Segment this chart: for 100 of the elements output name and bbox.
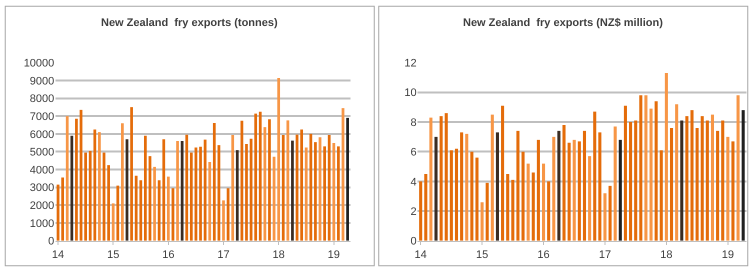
- bar: [218, 145, 220, 241]
- bar: [318, 137, 322, 241]
- y-tick-label: 2: [410, 206, 417, 218]
- bar: [690, 110, 694, 241]
- x-tick-label: 17: [217, 249, 230, 261]
- bar: [710, 114, 714, 241]
- bar: [70, 136, 74, 241]
- bar: [542, 164, 546, 241]
- y-tick-label: 6: [410, 146, 417, 159]
- bar: [736, 95, 740, 241]
- bar: [578, 141, 581, 241]
- bar: [88, 150, 92, 241]
- bar: [314, 142, 317, 241]
- bar: [716, 130, 720, 241]
- x-tick-label: 19: [722, 249, 734, 261]
- bar: [429, 118, 432, 241]
- y-tick-label: 7000: [30, 110, 54, 123]
- bar: [501, 106, 504, 241]
- bar: [706, 120, 709, 241]
- bar: [424, 174, 428, 241]
- bar: [236, 150, 239, 241]
- bar: [618, 140, 622, 241]
- bar: [680, 120, 684, 241]
- y-tick-label: 12: [404, 57, 417, 70]
- bar: [263, 127, 266, 241]
- bar: [116, 186, 120, 241]
- bar: [660, 150, 663, 241]
- bar: [98, 132, 101, 241]
- bar: [208, 162, 212, 241]
- y-tick-label: 1000: [30, 218, 54, 230]
- bar: [696, 128, 699, 241]
- bar: [572, 140, 576, 241]
- bar: [304, 147, 308, 241]
- bar: [328, 134, 331, 241]
- bar: [337, 146, 340, 241]
- bar: [490, 114, 494, 241]
- x-tick-label: 14: [52, 249, 64, 261]
- bar: [61, 178, 64, 241]
- bar: [721, 120, 724, 241]
- bar: [153, 166, 156, 241]
- chart-title: New Zealand fry exports (NZ$ million): [463, 17, 664, 29]
- bar: [296, 134, 298, 241]
- y-tick-label: 8: [410, 116, 417, 129]
- bar: [185, 134, 188, 241]
- bar: [685, 116, 688, 241]
- x-tick-label: 15: [107, 249, 120, 261]
- bar: [300, 129, 304, 241]
- y-tick-label: 0: [48, 236, 54, 248]
- bar: [460, 132, 464, 241]
- bar: [342, 108, 344, 241]
- bar: [254, 114, 258, 241]
- bar: [440, 116, 443, 241]
- bar: [593, 112, 596, 241]
- bar: [536, 140, 540, 241]
- bar: [434, 136, 438, 241]
- bar: [644, 95, 648, 241]
- bar: [176, 141, 179, 241]
- bar: [444, 113, 448, 241]
- bar: [112, 203, 115, 241]
- x-tick-label: 16: [537, 249, 550, 261]
- bar: [639, 95, 642, 241]
- bar: [212, 123, 216, 241]
- bar: [496, 132, 499, 241]
- bar: [480, 202, 484, 241]
- bar: [450, 150, 453, 241]
- bar: [272, 156, 276, 241]
- x-tick-label: 14: [414, 249, 427, 261]
- bar: [506, 174, 510, 241]
- bar: [742, 110, 745, 241]
- bar: [598, 132, 602, 241]
- x-tick-label: 18: [272, 249, 285, 261]
- bar: [624, 106, 627, 241]
- bar: [675, 104, 678, 241]
- bar: [670, 128, 674, 241]
- bar: [726, 136, 730, 241]
- y-tick-label: 4: [410, 176, 417, 188]
- bar: [629, 122, 632, 241]
- bar: [552, 136, 556, 241]
- bar: [731, 141, 734, 241]
- bar: [511, 180, 514, 241]
- bar: [582, 130, 586, 241]
- bar: [172, 188, 174, 241]
- bar: [608, 186, 612, 241]
- y-tick-label: 4000: [30, 164, 54, 176]
- y-tick-label: 0: [410, 236, 417, 248]
- bar: [190, 152, 193, 241]
- bar: [664, 73, 668, 241]
- x-tick-label: 19: [328, 249, 340, 261]
- bar: [166, 176, 170, 241]
- bar: [130, 107, 133, 241]
- bar: [526, 164, 530, 241]
- bar: [121, 123, 124, 241]
- bar: [454, 148, 458, 241]
- bar: [286, 120, 290, 241]
- bar: [547, 181, 550, 241]
- bar: [277, 78, 280, 241]
- chart-title: New Zealand fry exports (tonnes): [101, 17, 278, 29]
- bar: [268, 119, 271, 241]
- bar: [465, 134, 468, 241]
- bar: [532, 172, 535, 241]
